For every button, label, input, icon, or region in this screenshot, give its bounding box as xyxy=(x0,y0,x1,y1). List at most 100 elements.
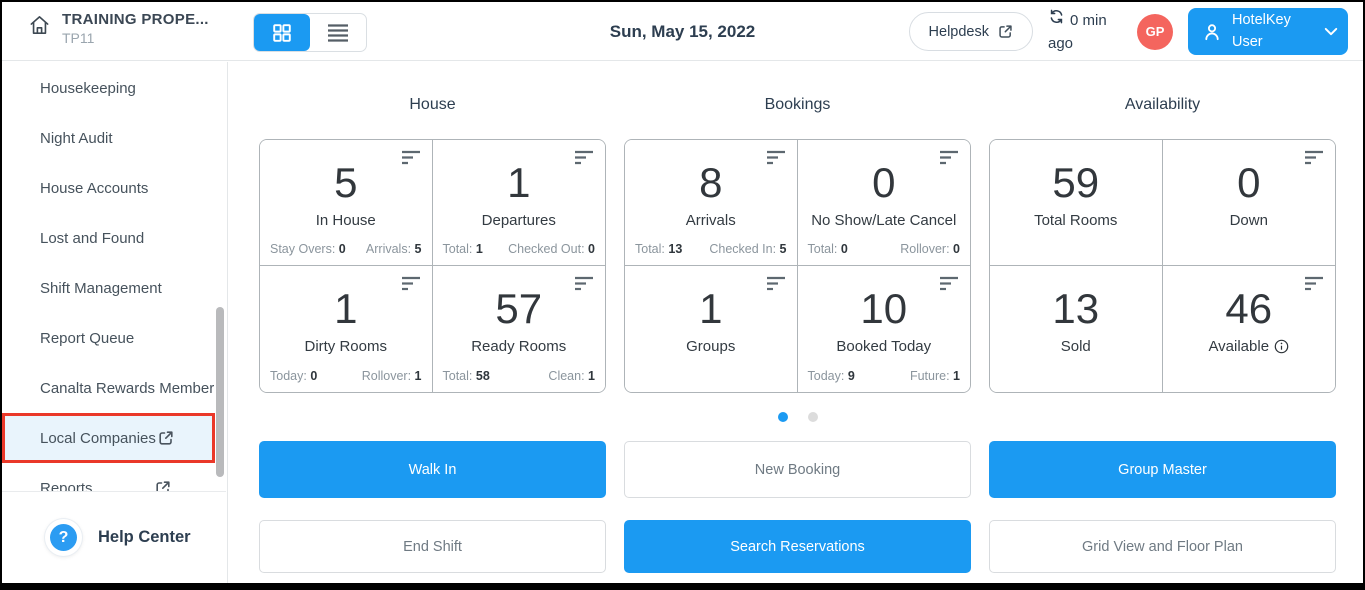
sort-lines-icon[interactable] xyxy=(939,276,959,291)
user-menu-button[interactable]: HotelKey User xyxy=(1188,8,1348,55)
sort-lines-icon[interactable] xyxy=(574,276,594,291)
sidebar-item-shift-management[interactable]: Shift Management xyxy=(2,263,215,313)
section-bookings: Bookings 8 Arrivals Total: 13 Checked In… xyxy=(624,62,971,393)
sidebar: Housekeeping Night Audit House Accounts … xyxy=(2,62,228,583)
carousel-dot-active[interactable] xyxy=(777,412,788,422)
sidebar-item-label: Canalta Rewards Member xyxy=(40,379,215,397)
stat-card-groups[interactable]: 1 Groups xyxy=(625,266,798,392)
help-center-button[interactable]: ? Help Center xyxy=(2,491,226,583)
section-house: House 5 In House Stay Overs: 0 Arrivals:… xyxy=(259,62,606,393)
stat-card-total-rooms[interactable]: 59 Total Rooms xyxy=(990,140,1163,266)
stat-value: 1 xyxy=(507,159,531,206)
stat-card-sold[interactable]: 13 Sold xyxy=(990,266,1163,392)
section-title: Bookings xyxy=(764,96,831,113)
stat-label: Departures xyxy=(481,212,556,230)
sidebar-item-canalta-rewards-member[interactable]: Canalta Rewards Member xyxy=(2,363,215,413)
list-icon xyxy=(326,23,350,43)
sort-lines-icon[interactable] xyxy=(939,150,959,165)
refresh-status[interactable]: 0 min ago xyxy=(1048,8,1122,55)
helpdesk-label: Helpdesk xyxy=(928,23,989,40)
stat-sections: House 5 In House Stay Overs: 0 Arrivals:… xyxy=(228,62,1363,393)
property-selector[interactable]: TRAINING PROPE... TP11 xyxy=(28,11,209,46)
stat-label: In House xyxy=(315,212,376,230)
sort-lines-icon[interactable] xyxy=(766,150,786,165)
sort-lines-icon[interactable] xyxy=(1304,150,1324,165)
sidebar-item-local-companies[interactable]: Local Companies xyxy=(2,413,215,463)
walk-in-button[interactable]: Walk In xyxy=(259,441,606,498)
stat-footer: Today: 0 Rollover: 1 xyxy=(270,369,422,383)
stat-value: 59 xyxy=(1052,159,1100,206)
stat-label: Arrivals xyxy=(685,212,736,230)
sidebar-scrollbar[interactable] xyxy=(216,307,224,477)
bookings-grid: 8 Arrivals Total: 13 Checked In: 5 0 No … xyxy=(624,139,971,393)
stat-card-dirty-rooms[interactable]: 1 Dirty Rooms Today: 0 Rollover: 1 xyxy=(260,266,433,392)
stat-footer: Total: 0 Rollover: 0 xyxy=(807,242,961,256)
sidebar-item-report-queue[interactable]: Report Queue xyxy=(2,313,215,363)
carousel-dot[interactable] xyxy=(807,412,818,422)
stat-label: Available xyxy=(1163,338,1336,355)
sort-lines-icon[interactable] xyxy=(401,150,421,165)
stat-label: Ready Rooms xyxy=(471,338,567,356)
property-code: TP11 xyxy=(62,30,95,46)
sidebar-item-label: Housekeeping xyxy=(40,79,136,97)
info-icon[interactable] xyxy=(1274,339,1289,354)
stat-value: 13 xyxy=(1052,285,1100,332)
person-icon xyxy=(1201,21,1223,43)
stat-value: 46 xyxy=(1225,285,1273,332)
action-row-2: End Shift Search Reservations Grid View … xyxy=(228,520,1363,573)
grid-view-floor-plan-button[interactable]: Grid View and Floor Plan xyxy=(989,520,1336,573)
property-text: TRAINING PROPE... TP11 xyxy=(62,11,209,46)
property-name: TRAINING PROPE... xyxy=(62,11,209,28)
section-title: House xyxy=(409,96,456,113)
stat-value: 8 xyxy=(699,159,723,206)
sort-lines-icon[interactable] xyxy=(401,276,421,291)
stat-label: No Show/Late Cancel xyxy=(811,212,957,230)
stat-card-in-house[interactable]: 5 In House Stay Overs: 0 Arrivals: 5 xyxy=(260,140,433,266)
avatar-initials: GP xyxy=(1145,24,1165,39)
sidebar-item-night-audit[interactable]: Night Audit xyxy=(2,113,215,163)
business-date: Sun, May 15, 2022 xyxy=(609,21,756,41)
stat-value: 1 xyxy=(334,285,358,332)
action-row-1: Walk In New Booking Group Master xyxy=(228,441,1363,498)
home-icon xyxy=(28,11,51,37)
stat-label: Groups xyxy=(686,338,736,356)
external-link-icon xyxy=(158,430,174,446)
helpdesk-button[interactable]: Helpdesk xyxy=(908,12,1033,51)
end-shift-button[interactable]: End Shift xyxy=(259,520,606,573)
stat-card-departures[interactable]: 1 Departures Total: 1 Checked Out: 0 xyxy=(432,140,605,266)
sort-lines-icon[interactable] xyxy=(766,276,786,291)
stat-card-booked-today[interactable]: 10 Booked Today Today: 9 Future: 1 xyxy=(797,266,970,392)
list-view-toggle-button[interactable] xyxy=(310,14,366,51)
view-toggle xyxy=(253,13,367,52)
stat-value: 10 xyxy=(860,285,908,332)
sidebar-item-house-accounts[interactable]: House Accounts xyxy=(2,163,215,213)
stat-label: Dirty Rooms xyxy=(304,338,387,356)
sort-lines-icon[interactable] xyxy=(574,150,594,165)
sidebar-item-label: Report Queue xyxy=(40,329,135,347)
carousel-dots-row xyxy=(228,393,1363,441)
stat-card-arrivals[interactable]: 8 Arrivals Total: 13 Checked In: 5 xyxy=(625,140,798,266)
sidebar-item-label: Local Companies xyxy=(40,429,156,447)
stat-value: 0 xyxy=(872,159,896,206)
stat-footer: Today: 9 Future: 1 xyxy=(807,369,961,383)
group-master-button[interactable]: Group Master xyxy=(989,441,1336,498)
stat-footer: Total: 58 Clean: 1 xyxy=(442,369,596,383)
stat-card-no-show-late-cancel[interactable]: 0 No Show/Late Cancel Total: 0 Rollover:… xyxy=(797,140,970,266)
stat-card-down[interactable]: 0 Down xyxy=(1162,140,1335,266)
user-name: HotelKey User xyxy=(1232,12,1291,50)
sidebar-item-lost-and-found[interactable]: Lost and Found xyxy=(2,213,215,263)
stat-card-available[interactable]: 46 Available xyxy=(1162,266,1336,392)
grid-view-toggle-button[interactable] xyxy=(254,14,310,51)
help-center-label: Help Center xyxy=(98,528,191,546)
stat-value: 0 xyxy=(1237,159,1261,206)
new-booking-button[interactable]: New Booking xyxy=(624,441,971,498)
section-title: Availability xyxy=(1124,96,1201,113)
search-reservations-button[interactable]: Search Reservations xyxy=(624,520,971,573)
sidebar-item-housekeeping[interactable]: Housekeeping xyxy=(2,63,215,113)
external-link-icon xyxy=(998,24,1013,39)
stat-card-ready-rooms[interactable]: 57 Ready Rooms Total: 58 Clean: 1 xyxy=(432,266,605,392)
avatar[interactable]: GP xyxy=(1137,13,1173,50)
stat-label: Total Rooms xyxy=(1034,212,1118,230)
sort-lines-icon[interactable] xyxy=(1304,276,1324,291)
